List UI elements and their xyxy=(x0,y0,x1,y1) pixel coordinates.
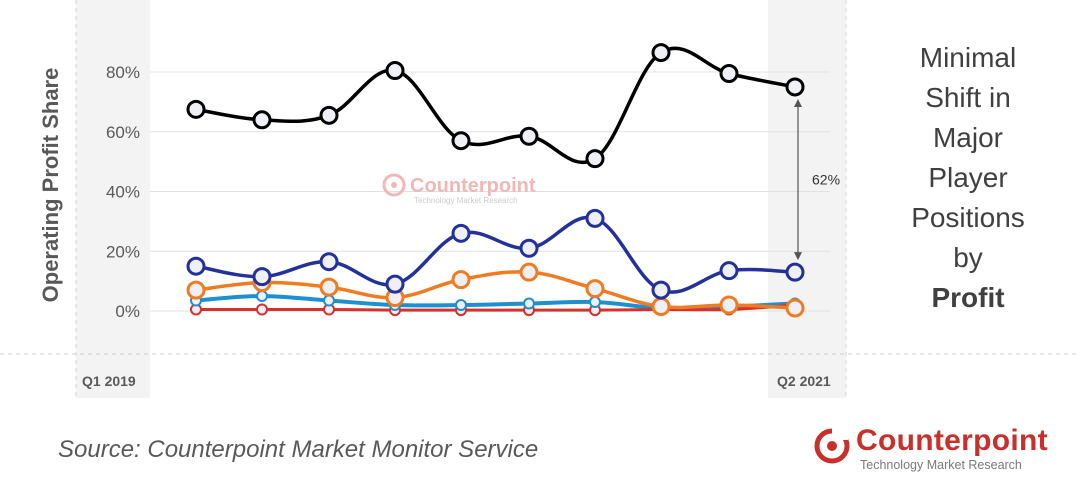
watermark-name: Counterpoint xyxy=(410,175,536,197)
data-point xyxy=(252,110,272,130)
side-title-line: by xyxy=(953,242,983,273)
annotation-label: 62% xyxy=(812,172,840,188)
data-point xyxy=(186,280,206,300)
data-point xyxy=(523,297,535,310)
data-point xyxy=(186,99,206,119)
source-note: Source: Counterpoint Market Monitor Serv… xyxy=(58,436,539,463)
data-point xyxy=(451,131,471,151)
data-point xyxy=(323,294,335,307)
data-point xyxy=(252,267,272,287)
data-point xyxy=(585,208,605,228)
series-points xyxy=(186,43,805,318)
logo-name: Counterpoint xyxy=(856,424,1048,457)
series-line xyxy=(195,303,796,312)
data-point xyxy=(319,105,339,125)
highlight-band-q1-2019 xyxy=(76,0,150,398)
side-title-line: Player xyxy=(928,162,1008,193)
data-point xyxy=(451,223,471,243)
data-point xyxy=(785,298,805,318)
watermark-tagline: Technology Market Research xyxy=(414,196,518,205)
side-title-bold: Profit xyxy=(931,282,1005,313)
data-point xyxy=(519,238,539,258)
series-line xyxy=(195,215,796,294)
data-point xyxy=(385,274,405,294)
data-point xyxy=(651,280,671,300)
data-point xyxy=(719,295,739,315)
y-axis-label: Operating Profit Share xyxy=(38,68,63,303)
x-label-start: Q1 2019 xyxy=(82,373,136,389)
x-label-end: Q2 2021 xyxy=(777,373,831,389)
series-line xyxy=(195,270,796,310)
data-point xyxy=(319,277,339,297)
data-point xyxy=(455,299,467,312)
side-title-line: Minimal xyxy=(919,42,1017,73)
data-point xyxy=(585,279,605,299)
data-point xyxy=(585,149,605,169)
data-point xyxy=(319,252,339,272)
data-point xyxy=(186,256,206,276)
data-point xyxy=(651,297,671,317)
side-title-line: Positions xyxy=(911,202,1025,233)
data-point xyxy=(519,126,539,146)
annotation-62-percent: 62% xyxy=(794,98,840,261)
highlight-band-q2-2021 xyxy=(768,0,846,398)
counterpoint-logo-icon xyxy=(814,428,850,464)
series-line xyxy=(195,46,796,165)
watermark: Counterpoint Technology Market Research xyxy=(382,173,536,205)
data-point xyxy=(256,290,268,303)
data-point xyxy=(651,43,671,63)
data-point xyxy=(785,262,805,282)
side-title: Minimal Shift in Major Player Positions … xyxy=(878,38,1058,318)
y-tick-label: 80% xyxy=(106,63,140,82)
y-tick-label: 40% xyxy=(106,183,140,202)
data-point xyxy=(519,262,539,282)
data-point xyxy=(451,270,471,290)
series-lines xyxy=(195,46,796,312)
y-tick-label: 60% xyxy=(106,123,140,142)
y-tick-label: 0% xyxy=(115,302,140,321)
side-title-line: Major xyxy=(932,122,1003,153)
y-tick-labels: 0% 20% 40% 60% 80% xyxy=(106,63,140,321)
counterpoint-logo: Counterpoint Technology Market Research xyxy=(812,422,1052,478)
data-point xyxy=(385,61,405,81)
y-axis-title: Operating Profit Share xyxy=(38,68,63,303)
logo-tagline: Technology Market Research xyxy=(860,458,1022,472)
y-tick-label: 20% xyxy=(106,242,140,261)
data-point xyxy=(719,63,739,83)
data-point xyxy=(785,77,805,97)
data-point xyxy=(719,261,739,281)
data-point xyxy=(256,303,268,316)
side-title-line: Shift in xyxy=(925,82,1011,113)
data-point xyxy=(589,296,601,309)
